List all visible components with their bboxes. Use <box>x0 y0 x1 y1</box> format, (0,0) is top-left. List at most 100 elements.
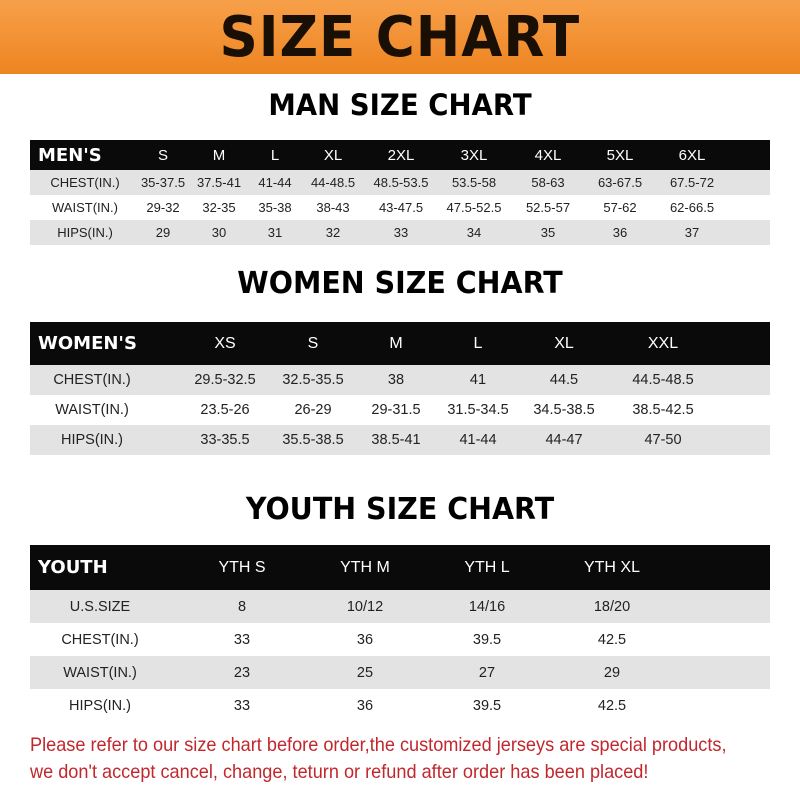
table-cell: 42.5 <box>597 631 627 648</box>
table-cell: 41 <box>469 372 487 388</box>
table-title-cell: YOUTH <box>38 557 108 578</box>
table-cell: 29-31.5 <box>371 402 421 418</box>
row-label: HIPS(IN.) <box>60 432 124 448</box>
table-cell: 32-35 <box>202 200 236 215</box>
youth-title: YOUTH SIZE CHART <box>245 492 555 527</box>
row-label: HIPS(IN.) <box>57 225 113 240</box>
row-label: CHEST(IN.) <box>53 372 131 388</box>
table-cell: 34.5-38.5 <box>533 402 595 418</box>
table-cell: 38-43 <box>316 200 350 215</box>
table-cell: 44-47 <box>545 432 583 448</box>
table-title-cell: MEN'S <box>38 144 102 166</box>
table-cell: 33 <box>393 225 409 240</box>
notice-line: we don't accept cancel, change, teturn o… <box>30 761 649 783</box>
table-cell: 44.5 <box>549 372 579 388</box>
table-cell: 38.5-41 <box>371 432 421 448</box>
table-cell: 33-35.5 <box>200 432 250 448</box>
table-cell: 37 <box>684 225 700 240</box>
size-header-cell: S <box>157 146 168 164</box>
size-header-cell: XS <box>214 334 236 352</box>
size-header-cell: L <box>270 146 280 164</box>
table-row: CHEST(IN.) 29.5-32.5 32.5-35.5 38 41 44.5 44.5… <box>30 365 770 395</box>
table-header-row: YOUTH YTH S YTH M YTH L YTH XL <box>30 545 770 590</box>
women-size-table: WOMEN'S XS S M L XL XXL CHEST(IN.) 29.5-32.5 32.5… <box>30 322 770 455</box>
table-cell: 35-37.5 <box>140 175 186 190</box>
size-header-cell: YTH M <box>340 558 390 576</box>
row-label: U.S.SIZE <box>69 598 131 615</box>
table-cell: 43-47.5 <box>378 200 424 215</box>
table-cell: 42.5 <box>597 697 627 714</box>
size-header-cell: L <box>473 334 483 352</box>
size-header-cell: YTH S <box>218 558 266 576</box>
notice: Please refer to our size chart before or… <box>30 732 737 786</box>
size-header-cell: 6XL <box>678 146 706 164</box>
table-cell: 31.5-34.5 <box>447 402 509 418</box>
table-row: HIPS(IN.) 33-35.5 35.5-38.5 38.5-41 41-44 44-… <box>30 425 770 455</box>
table-cell: 31 <box>267 225 283 240</box>
table-cell: 29 <box>603 664 621 681</box>
table-cell: 33 <box>233 697 251 714</box>
table-cell: 27 <box>478 664 496 681</box>
table-cell: 36 <box>612 225 628 240</box>
table-cell: 53.5-58 <box>451 175 497 190</box>
table-cell: 41-44 <box>459 432 497 448</box>
size-header-cell: 5XL <box>606 146 634 164</box>
men-title: MAN SIZE CHART <box>268 88 532 122</box>
size-header-cell: S <box>307 334 319 352</box>
banner-title: SIZE CHART <box>219 4 581 70</box>
size-header-cell: YTH L <box>464 558 510 576</box>
table-cell: 34 <box>466 225 482 240</box>
table-cell: 41-44 <box>258 175 292 190</box>
table-cell: 63-67.5 <box>597 175 643 190</box>
table-row: U.S.SIZE 8 10/12 14/16 18/20 <box>30 590 770 623</box>
youth-size-table: YOUTH YTH S YTH M YTH L YTH XL U.S.SIZE 8 10/12… <box>30 545 770 722</box>
table-cell: 44.5-48.5 <box>632 372 694 388</box>
table-cell: 37.5-41 <box>196 175 242 190</box>
row-label: HIPS(IN.) <box>68 697 132 714</box>
table-cell: 23.5-26 <box>200 402 250 418</box>
table-header-row: MEN'S S M L XL 2XL 3XL 4XL 5XL 6XL <box>30 140 770 170</box>
size-header-cell: 3XL <box>460 146 488 164</box>
table-cell: 58-63 <box>531 175 565 190</box>
table-cell: 62-66.5 <box>669 200 715 215</box>
size-header-cell: 4XL <box>534 146 562 164</box>
table-cell: 18/20 <box>593 598 631 615</box>
table-cell: 33 <box>233 631 251 648</box>
women-title: WOMEN SIZE CHART <box>237 266 563 301</box>
table-cell: 14/16 <box>468 598 506 615</box>
table-cell: 25 <box>356 664 374 681</box>
table-cell: 39.5 <box>472 631 502 648</box>
row-label: CHEST(IN.) <box>50 175 120 190</box>
table-header-row: WOMEN'S XS S M L XL XXL <box>30 322 770 365</box>
table-row: CHEST(IN.) 33 36 39.5 42.5 <box>30 623 770 656</box>
size-header-cell: XXL <box>647 334 679 352</box>
table-cell: 44-48.5 <box>310 175 356 190</box>
table-row: WAIST(IN.) 23.5-26 26-29 29-31.5 31.5-34.5 34… <box>30 395 770 425</box>
table-cell: 10/12 <box>346 598 384 615</box>
table-cell: 38 <box>387 372 405 388</box>
table-cell: 8 <box>237 598 247 615</box>
table-cell: 36 <box>356 697 374 714</box>
table-cell: 26-29 <box>294 402 332 418</box>
banner: SIZE CHART <box>0 0 800 74</box>
notice-line: Please refer to our size chart before or… <box>30 734 727 756</box>
table-cell: 30 <box>211 225 227 240</box>
size-header-cell: 2XL <box>387 146 415 164</box>
table-cell: 39.5 <box>472 697 502 714</box>
table-cell: 38.5-42.5 <box>632 402 694 418</box>
table-cell: 47.5-52.5 <box>446 200 502 215</box>
table-row: CHEST(IN.) 35-37.5 37.5-41 41-44 44-48.5 48.5… <box>30 170 770 195</box>
table-cell: 57-62 <box>603 200 637 215</box>
men-size-table: MEN'S S M L XL 2XL 3XL 4XL 5XL 6XL CHEST(IN.) 35-37… <box>30 140 770 245</box>
size-header-cell: YTH XL <box>583 558 640 576</box>
table-title-cell: WOMEN'S <box>38 333 137 354</box>
table-cell: 35-38 <box>258 200 292 215</box>
table-cell: 36 <box>356 631 374 648</box>
size-header-cell: XL <box>323 146 343 164</box>
size-header-cell: M <box>212 146 226 164</box>
table-cell: 35 <box>540 225 556 240</box>
table-cell: 29 <box>155 225 171 240</box>
table-cell: 35.5-38.5 <box>282 432 344 448</box>
table-cell: 32 <box>325 225 341 240</box>
table-cell: 47-50 <box>644 432 682 448</box>
